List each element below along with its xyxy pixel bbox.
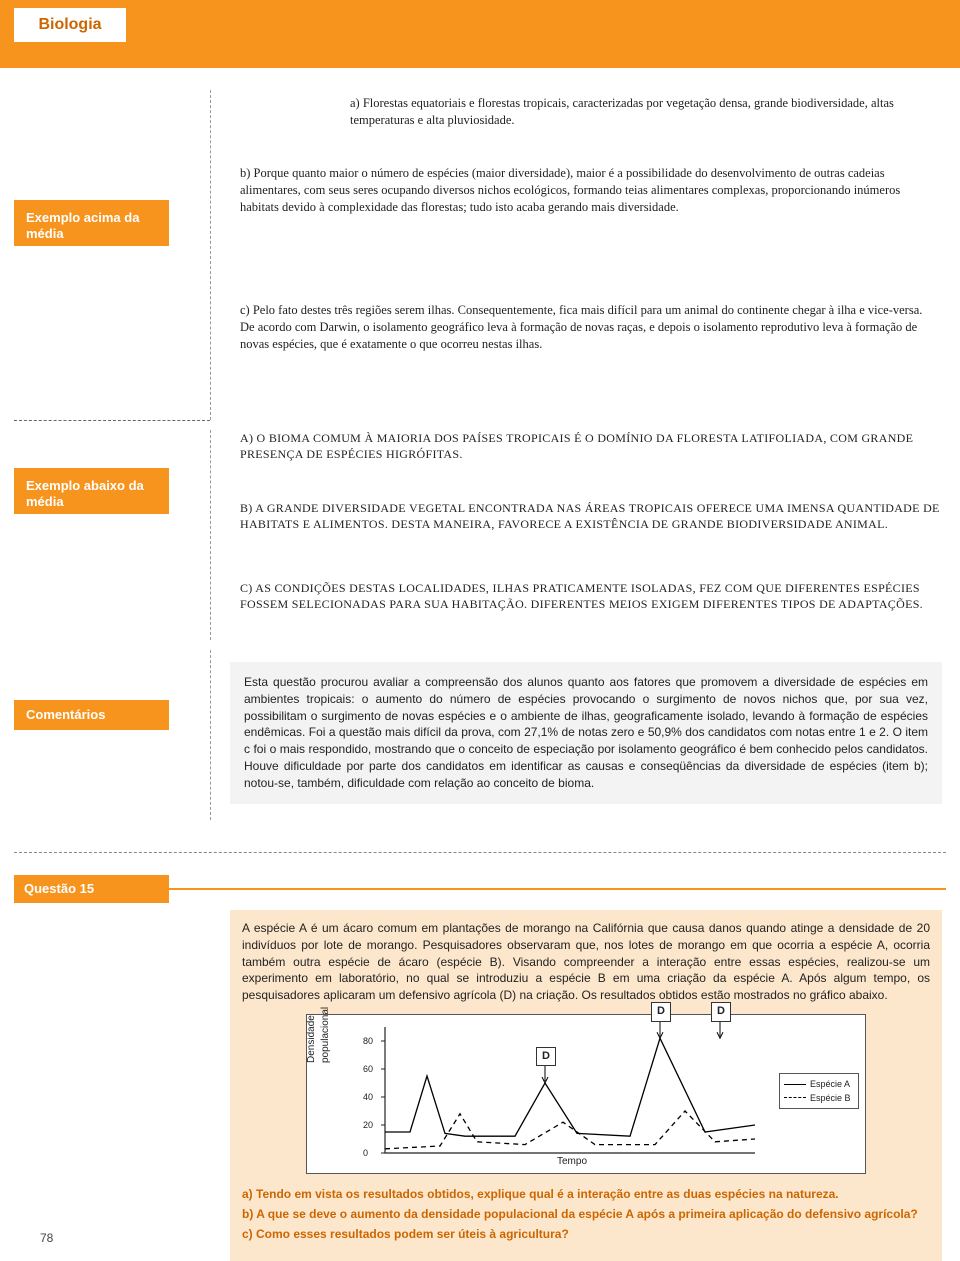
ytick-label: 60 bbox=[363, 1063, 373, 1076]
d-marker-label: D bbox=[711, 1002, 731, 1021]
legend-row: Espécie A bbox=[784, 1078, 854, 1091]
handwriting-below-b: B) A GRANDE DIVERSIDADE VEGETAL ENCONTRA… bbox=[240, 500, 940, 532]
answer-c: c) Como esses resultados podem ser úteis… bbox=[242, 1226, 930, 1242]
divider-horizontal bbox=[14, 852, 946, 853]
legend-a: Espécie A bbox=[810, 1078, 850, 1091]
chart-legend: Espécie A Espécie B bbox=[779, 1073, 859, 1109]
answer-a: a) Tendo em vista os resultados obtidos,… bbox=[242, 1186, 930, 1202]
divider-vertical bbox=[210, 430, 211, 640]
question-number: Questão 15 bbox=[24, 881, 94, 896]
question-body: A espécie A é um ácaro comum em plantaçõ… bbox=[230, 910, 942, 1261]
comment-block: Esta questão procurou avaliar a compreen… bbox=[230, 662, 942, 804]
handwriting-below-c: C) AS CONDIÇÕES DESTAS LOCALIDADES, ILHA… bbox=[240, 580, 940, 612]
answer-b: b) A que se deve o aumento da densidade … bbox=[242, 1206, 930, 1222]
handwriting-above-c: c) Pelo fato destes três regiões serem i… bbox=[240, 302, 940, 353]
subject-tab: Biologia bbox=[14, 8, 126, 42]
question-rule bbox=[169, 888, 946, 890]
comment-text: Esta questão procurou avaliar a compreen… bbox=[244, 675, 928, 790]
d-marker-label: D bbox=[536, 1047, 556, 1066]
divider-horizontal bbox=[14, 420, 210, 421]
label-abaixo-text: Exemplo abaixo da média bbox=[26, 478, 144, 509]
handwriting-above-a: a) Florestas equatoriais e florestas tro… bbox=[350, 95, 910, 129]
label-comentarios: Comentários bbox=[14, 700, 169, 730]
question-body-text: A espécie A é um ácaro comum em plantaçõ… bbox=[242, 920, 930, 1004]
population-chart: Densidade populacional Tempo Espécie A E… bbox=[306, 1014, 866, 1174]
legend-row: Espécie B bbox=[784, 1092, 854, 1105]
label-acima-text: Exemplo acima da média bbox=[26, 210, 139, 241]
chart-ylabel: Densidade populacional bbox=[305, 1007, 333, 1063]
label-exemplo-acima: Exemplo acima da média bbox=[14, 200, 169, 246]
ytick-label: 40 bbox=[363, 1091, 373, 1104]
label-exemplo-abaixo: Exemplo abaixo da média bbox=[14, 468, 169, 514]
d-marker-label: D bbox=[651, 1002, 671, 1021]
legend-line-dashed bbox=[784, 1097, 806, 1098]
ytick-label: 20 bbox=[363, 1119, 373, 1132]
subject-label: Biologia bbox=[38, 16, 101, 34]
ytick-label: 80 bbox=[363, 1035, 373, 1048]
top-banner bbox=[0, 0, 960, 68]
legend-line-solid bbox=[784, 1084, 806, 1085]
label-comentarios-text: Comentários bbox=[26, 707, 105, 722]
answer-list: a) Tendo em vista os resultados obtidos,… bbox=[242, 1186, 930, 1243]
legend-b: Espécie B bbox=[810, 1092, 851, 1105]
ytick-label: 0 bbox=[363, 1147, 368, 1160]
divider-vertical bbox=[210, 650, 211, 820]
chart-xlabel: Tempo bbox=[557, 1155, 587, 1169]
handwriting-below-a: A) O BIOMA COMUM À MAIORIA DOS PAÍSES TR… bbox=[240, 430, 940, 462]
question-number-bar: Questão 15 bbox=[14, 875, 169, 903]
page-number: 78 bbox=[40, 1231, 53, 1245]
divider-vertical bbox=[210, 90, 211, 420]
handwriting-above-b: b) Porque quanto maior o número de espéc… bbox=[240, 165, 930, 216]
